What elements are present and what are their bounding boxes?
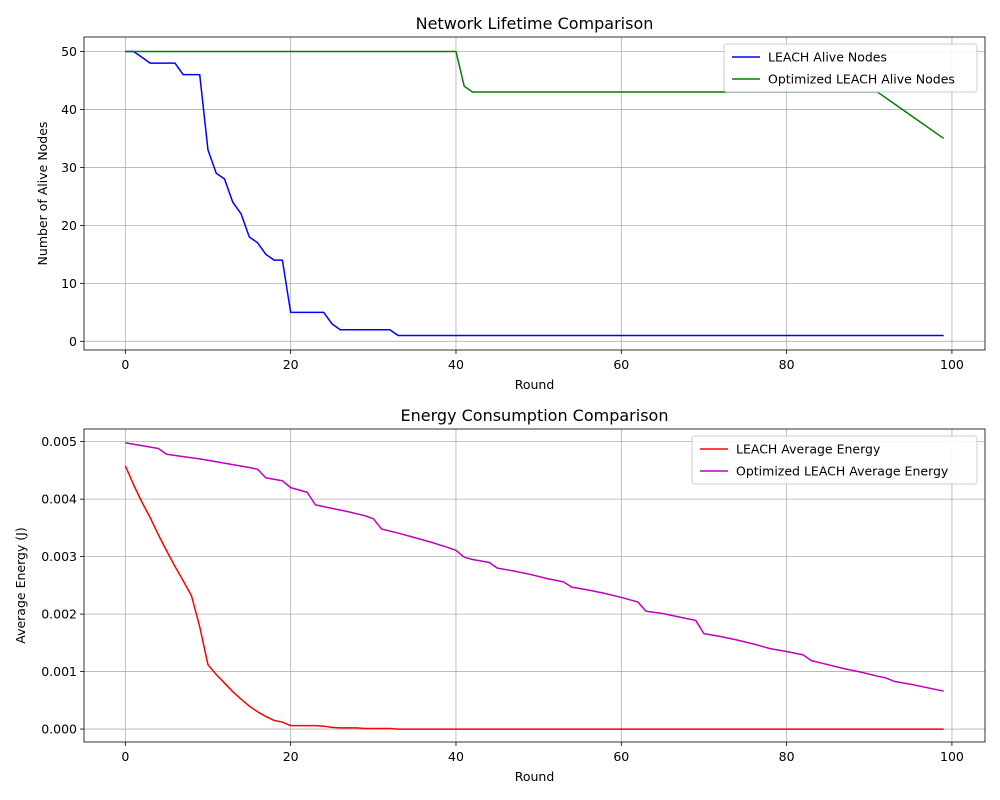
y-tick-label: 0.001: [41, 664, 77, 679]
series-line: [125, 50, 944, 337]
y-tick-label: 50: [61, 44, 77, 59]
y-tick-label: 0.002: [41, 607, 77, 622]
plot-frame: [83, 428, 986, 743]
x-tick-label: 20: [283, 749, 299, 764]
x-tick-label: 60: [613, 749, 629, 764]
y-tick-label: 0.000: [41, 722, 77, 737]
series-group: [125, 50, 945, 337]
legend-box: [691, 435, 978, 485]
chart-network-lifetime: Network Lifetime Comparison Round Number…: [35, 14, 986, 392]
series-group: [124, 442, 944, 730]
y-tick-label: 0.005: [41, 434, 77, 449]
y-tick-label: 20: [61, 218, 77, 233]
legend-label: LEACH Average Energy: [736, 442, 881, 457]
legend-label: Optimized LEACH Alive Nodes: [768, 72, 955, 87]
x-tick-label: 80: [779, 749, 795, 764]
y-axis-label: Average Energy (J): [13, 527, 28, 643]
y-tick-label: 0: [69, 334, 77, 349]
y-tick-label: 40: [61, 102, 77, 117]
x-tick-label: 40: [448, 749, 464, 764]
legend: LEACH Average Energy Optimized LEACH Aver…: [691, 435, 978, 485]
x-tick-label: 100: [940, 357, 964, 372]
series-line: [125, 50, 945, 140]
legend-label: LEACH Alive Nodes: [768, 50, 887, 65]
legend: LEACH Alive Nodes Optimized LEACH Alive N…: [723, 43, 978, 93]
x-tick-label: 60: [613, 357, 629, 372]
x-axis-label: Round: [515, 769, 555, 784]
y-tick-label: 0.003: [41, 549, 77, 564]
x-tick-label: 40: [448, 357, 464, 372]
y-tick-label: 30: [61, 160, 77, 175]
plot-frame: [83, 36, 986, 351]
series-line: [125, 442, 944, 692]
x-axis-label: Round: [515, 377, 555, 392]
y-tick-label: 10: [61, 276, 77, 291]
chart-energy-consumption: Energy Consumption Comparison Round Aver…: [13, 406, 986, 784]
chart-title: Network Lifetime Comparison: [416, 14, 654, 33]
x-tick-label: 0: [121, 357, 129, 372]
y-tick-label: 0.004: [41, 492, 77, 507]
axis-ticks: 0 20 40 60 80 100 0 10 20 30 40 50: [61, 44, 964, 372]
x-tick-label: 20: [283, 357, 299, 372]
legend-box: [723, 43, 978, 93]
legend-label: Optimized LEACH Average Energy: [736, 464, 949, 479]
series-line: [124, 465, 944, 730]
x-tick-label: 0: [121, 749, 129, 764]
chart-title: Energy Consumption Comparison: [401, 406, 669, 425]
axis-ticks: 0 20 40 60 80 100 0.000 0.001 0.002 0.003 0.004 0.0…: [41, 434, 964, 764]
y-axis-label: Number of Alive Nodes: [35, 122, 50, 266]
x-tick-label: 80: [779, 357, 795, 372]
x-tick-label: 100: [940, 749, 964, 764]
